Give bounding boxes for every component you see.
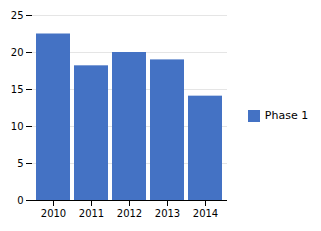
svg-text:15: 15 — [11, 84, 24, 95]
svg-text:0: 0 — [17, 195, 23, 206]
svg-text:2012: 2012 — [117, 208, 142, 219]
svg-text:2010: 2010 — [41, 208, 66, 219]
svg-text:5: 5 — [17, 158, 23, 169]
svg-text:2011: 2011 — [79, 208, 104, 219]
svg-text:25: 25 — [11, 10, 24, 21]
svg-text:2014: 2014 — [193, 208, 218, 219]
svg-text:10: 10 — [11, 121, 24, 132]
svg-text:2013: 2013 — [155, 208, 180, 219]
html-text:Phase 1: Phase 1 — [264, 109, 309, 122]
svg-text:20: 20 — [11, 47, 24, 58]
